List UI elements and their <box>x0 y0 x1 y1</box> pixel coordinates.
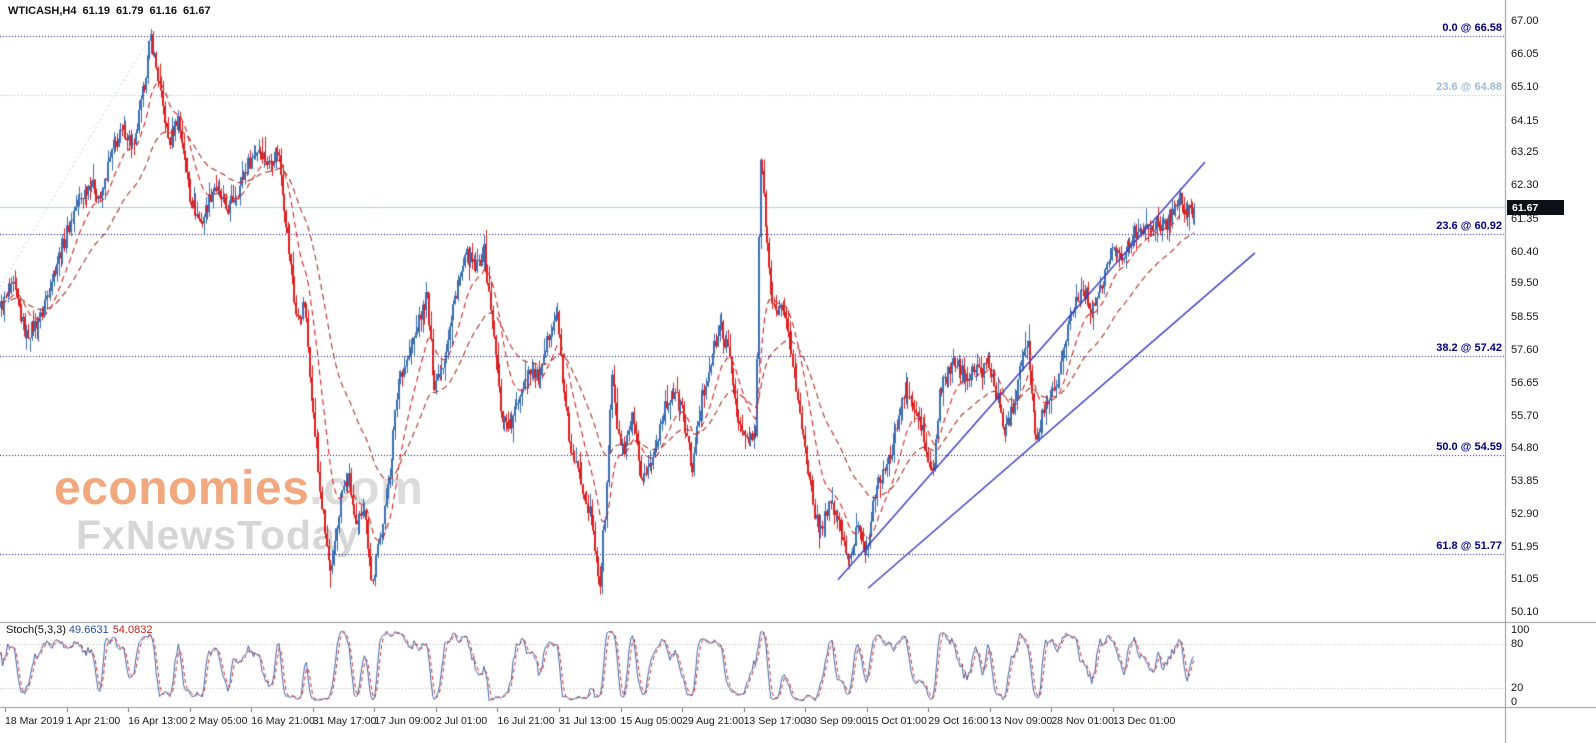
time-label: 1 Apr 21:00 <box>66 715 121 727</box>
time-label: 15 Oct 01:00 <box>866 715 927 727</box>
time-label: 17 Jun 09:00 <box>374 715 436 727</box>
symbol-ohlc-header: WTICASH,H4 61.19 61.79 61.16 61.67 <box>8 5 217 17</box>
close-value: 61.67 <box>183 5 211 17</box>
time-label: 2 May 05:00 <box>189 715 248 727</box>
price-tick: 61.35 <box>1511 212 1539 225</box>
price-tick: 50.10 <box>1511 606 1539 618</box>
price-tick: 63.25 <box>1511 146 1539 159</box>
stochastic-main-value: 49.6631 <box>68 624 109 636</box>
price-axis[interactable]: 67.00 66.05 65.10 64.15 63.25 62.30 61.35 60.40… <box>1509 0 1596 622</box>
stoch-tick: 80 <box>1511 638 1524 651</box>
price-tick: 66.05 <box>1511 48 1539 61</box>
price-tick: 51.05 <box>1511 572 1539 585</box>
price-tick: 58.55 <box>1511 310 1539 323</box>
time-label: 16 Apr 13:00 <box>128 715 188 727</box>
current-price-badge: 61.67 <box>1507 200 1564 216</box>
time-label: 31 May 17:00 <box>312 715 377 727</box>
stoch-tick: 20 <box>1511 681 1524 694</box>
price-tick: 54.80 <box>1511 441 1539 454</box>
price-tick: 52.90 <box>1511 508 1539 521</box>
stoch-tick: 0 <box>1511 696 1518 708</box>
price-tick: 59.50 <box>1511 277 1539 290</box>
time-label: 16 Jul 21:00 <box>497 715 555 727</box>
price-tick: 53.85 <box>1511 474 1539 487</box>
price-tick: 60.40 <box>1511 245 1539 258</box>
time-label: 28 Nov 01:00 <box>1051 715 1114 727</box>
price-tick: 57.60 <box>1511 343 1539 356</box>
price-tick: 64.15 <box>1511 114 1539 127</box>
time-label: 13 Dec 01:00 <box>1112 715 1176 727</box>
current-price-value: 61.67 <box>1512 201 1539 214</box>
stochastic-indicator-label: Stoch(5,3,3) 49.6631 54.0832 <box>6 624 152 636</box>
stochastic-signal-value: 54.0832 <box>112 624 153 636</box>
price-tick: 67.00 <box>1511 15 1539 27</box>
price-tick: 51.95 <box>1511 541 1539 554</box>
high-value: 61.79 <box>115 5 144 17</box>
time-label: 29 Oct 16:00 <box>928 715 989 727</box>
time-label: 16 May 21:00 <box>251 715 315 727</box>
time-label: 18 Mar 2019 <box>5 715 64 727</box>
symbol-period-label: WTICASH,H4 <box>8 5 77 17</box>
time-label: 30 Sep 09:00 <box>805 715 868 727</box>
time-label: 29 Aug 21:00 <box>682 715 744 727</box>
time-label: 2 Jul 01:00 <box>435 715 488 727</box>
time-axis[interactable]: 18 Mar 2019 1 Apr 21:00 16 Apr 13:00 2 May … <box>0 712 1596 743</box>
time-label: 31 Jul 13:00 <box>558 715 617 727</box>
time-label: 13 Nov 09:00 <box>989 715 1053 727</box>
price-tick: 62.30 <box>1511 179 1539 192</box>
price-tick: 55.70 <box>1511 410 1539 423</box>
stochastic-axis[interactable]: 100 80 20 0 <box>1509 622 1596 722</box>
time-label: 13 Sep 17:00 <box>743 715 807 727</box>
stochastic-name: Stoch(5,3,3) <box>6 624 66 636</box>
low-value: 61.16 <box>149 5 178 17</box>
price-tick: 56.65 <box>1511 376 1539 389</box>
time-label: 15 Aug 05:00 <box>620 715 683 727</box>
open-value: 61.19 <box>82 5 110 17</box>
price-tick: 65.10 <box>1511 81 1539 94</box>
stoch-tick: 100 <box>1511 624 1530 636</box>
